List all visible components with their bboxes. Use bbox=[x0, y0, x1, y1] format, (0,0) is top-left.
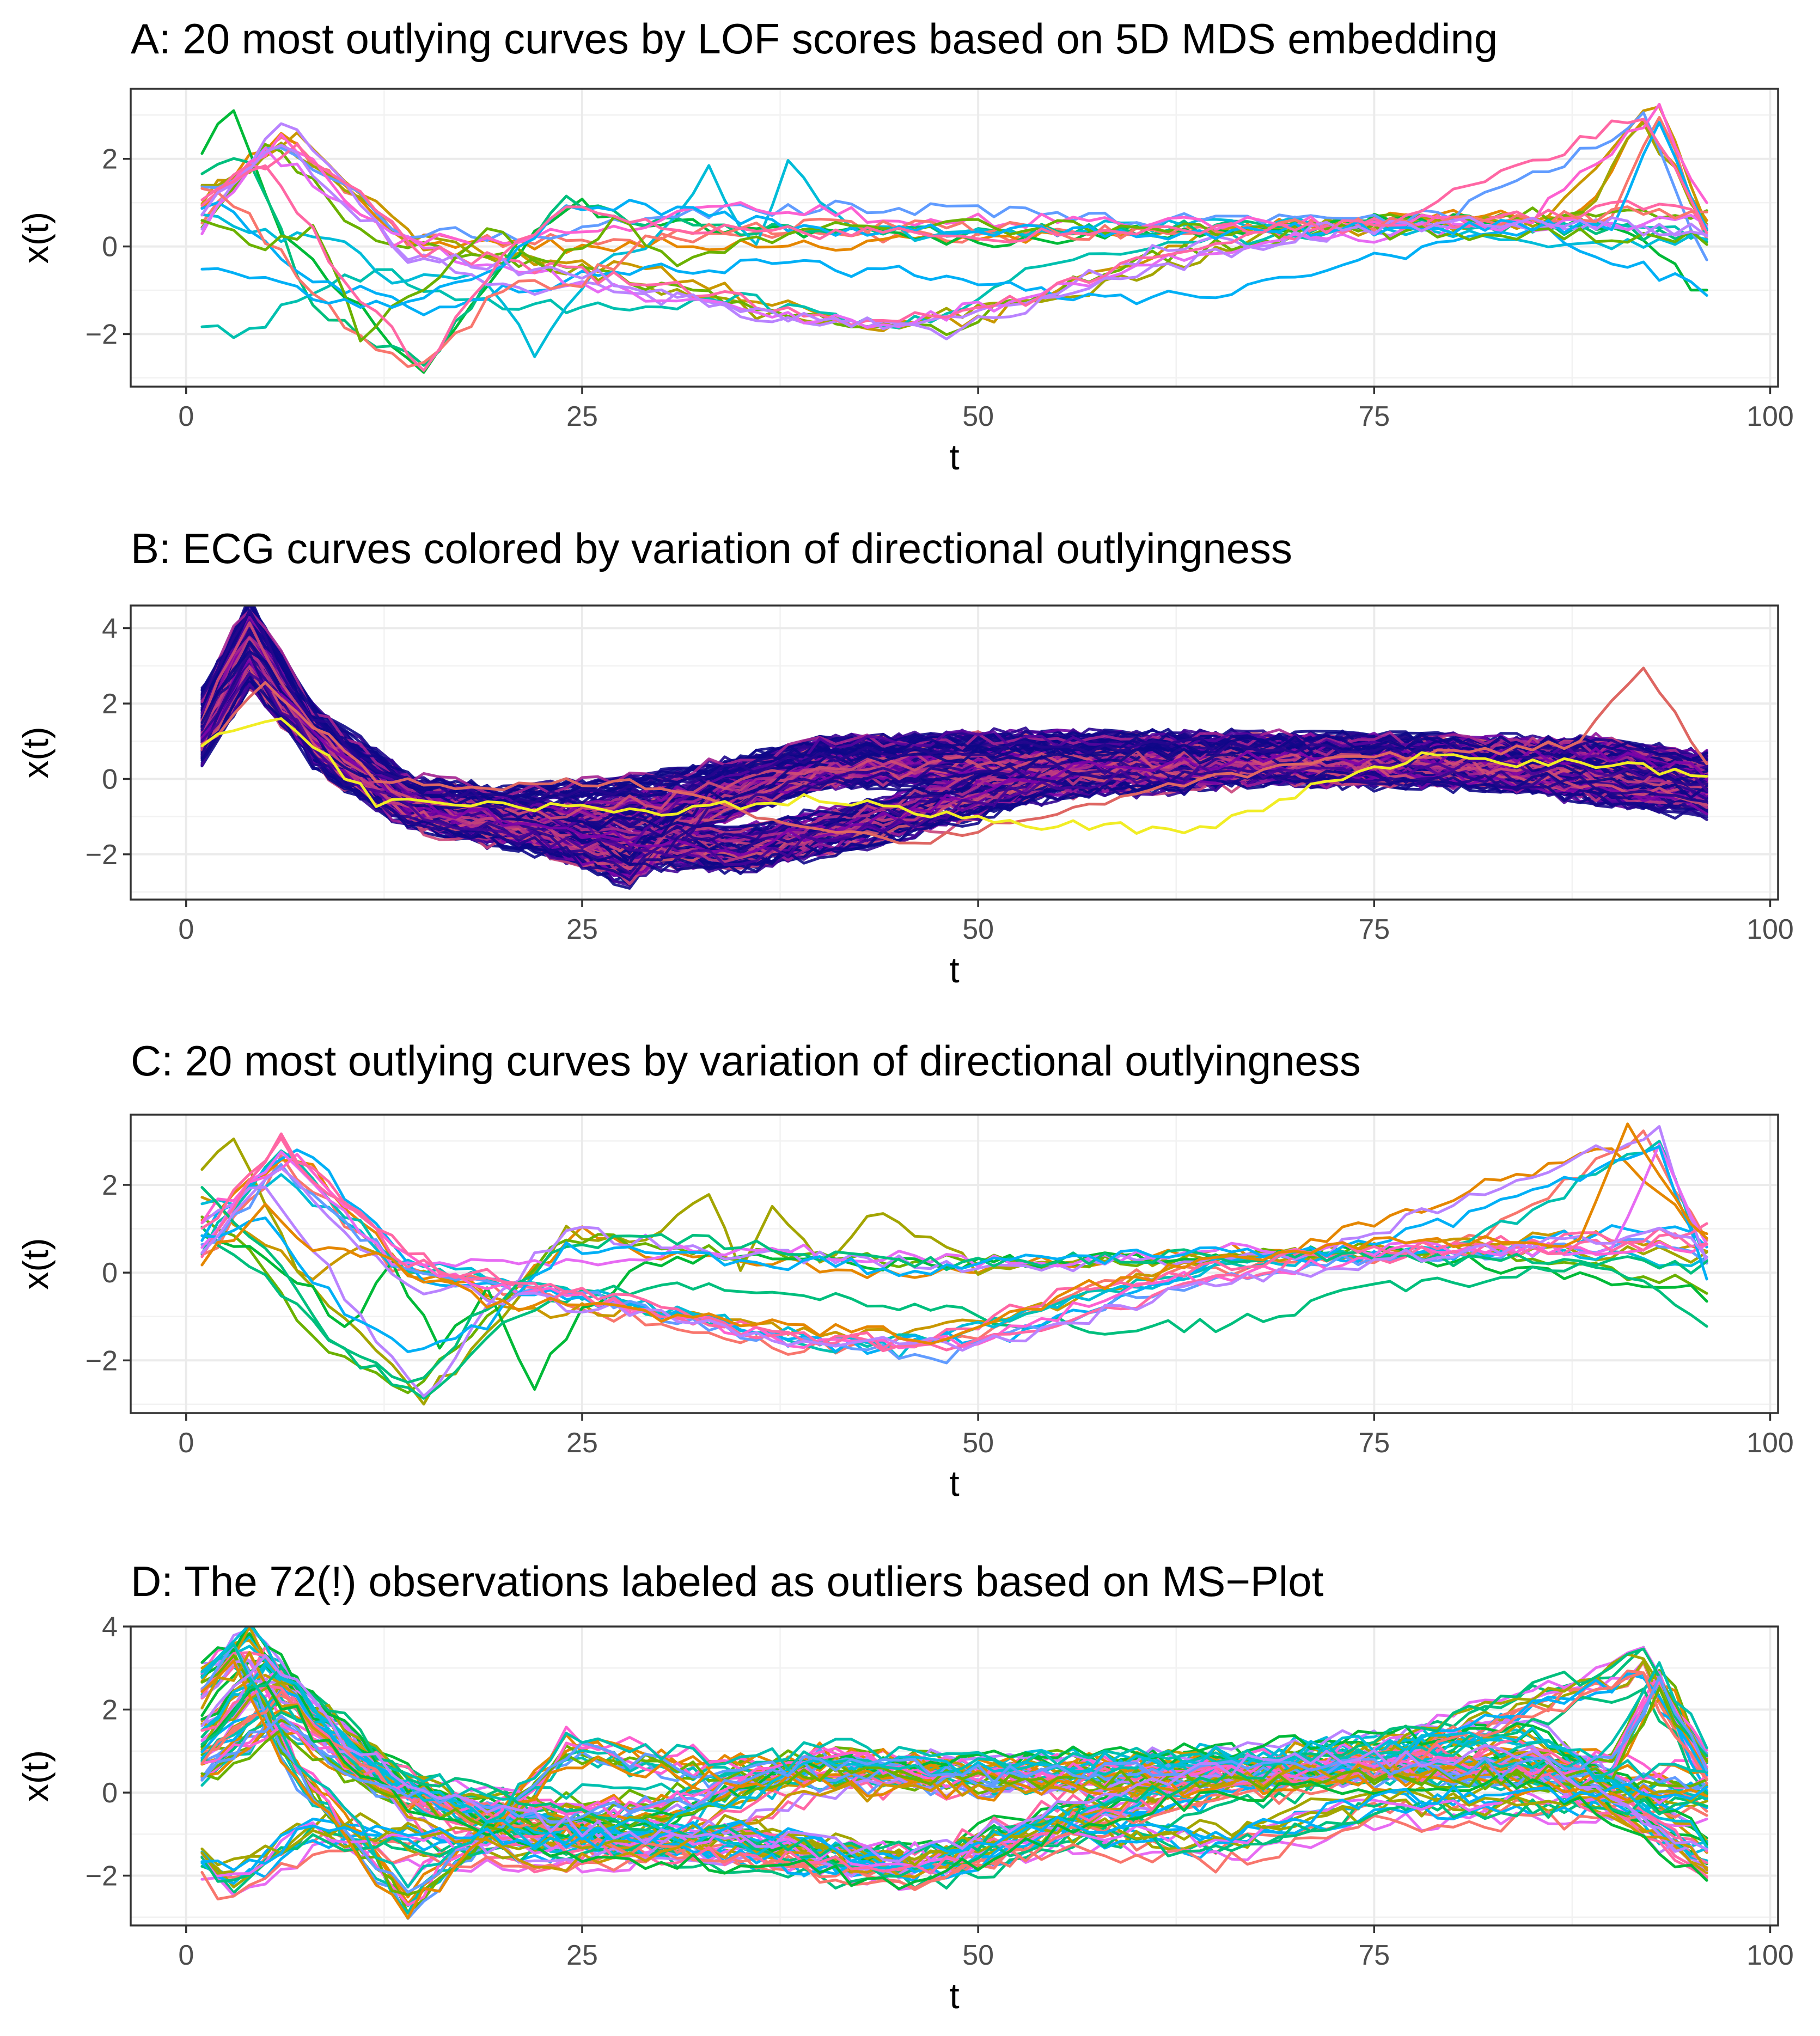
panel-title: C: 20 most outlying curves by variation … bbox=[131, 1037, 1361, 1085]
outlier-curve bbox=[200, 159, 1708, 358]
panel-d: D: The 72(!) observations labeled as out… bbox=[15, 1557, 1794, 2016]
y-tick-label: 2 bbox=[102, 1695, 118, 1726]
x-tick-label: 0 bbox=[178, 1940, 194, 1971]
x-tick-label: 100 bbox=[1746, 1940, 1794, 1971]
y-axis-label: x(t) bbox=[15, 1750, 56, 1802]
outlier-curve bbox=[200, 1166, 1708, 1352]
x-axis-label: t bbox=[949, 1976, 959, 2016]
x-tick-label: 75 bbox=[1358, 914, 1390, 945]
y-tick-label: 0 bbox=[102, 1257, 118, 1289]
y-tick-label: 0 bbox=[102, 763, 118, 795]
ecg-curve bbox=[200, 650, 1708, 831]
outlier-curve bbox=[200, 1783, 1708, 1872]
x-tick-label: 25 bbox=[566, 401, 598, 432]
panel-border bbox=[130, 88, 1779, 388]
ecg-curve bbox=[200, 609, 1708, 799]
outlier-curve bbox=[200, 201, 1708, 316]
ecg-curve bbox=[200, 610, 1708, 810]
ecg-curve bbox=[200, 652, 1708, 882]
y-tick-label: 2 bbox=[102, 688, 118, 720]
panel-border bbox=[130, 1114, 1779, 1414]
x-tick-label: 50 bbox=[962, 401, 994, 432]
outlier-curve bbox=[200, 1661, 1708, 1801]
outlier-curve bbox=[200, 1145, 1708, 1353]
outlier-curve bbox=[200, 1643, 1708, 1894]
y-axis-label: x(t) bbox=[15, 726, 56, 778]
panel-b: B: ECG curves colored by variation of di… bbox=[15, 524, 1794, 990]
x-tick-label: 100 bbox=[1746, 914, 1794, 945]
outlier-curve bbox=[200, 1225, 1708, 1400]
x-tick-label: 75 bbox=[1358, 401, 1390, 432]
y-tick-label: 4 bbox=[102, 613, 118, 645]
y-tick-label: 2 bbox=[102, 1170, 118, 1201]
panel-border bbox=[130, 604, 1779, 901]
curves bbox=[200, 102, 1708, 374]
x-tick-label: 0 bbox=[178, 401, 194, 432]
y-tick-label: −2 bbox=[85, 839, 118, 871]
outlier-curve bbox=[200, 215, 1708, 343]
outlier-curve bbox=[200, 1147, 1708, 1302]
x-axis-label: t bbox=[949, 1463, 959, 1503]
curves bbox=[200, 606, 1708, 890]
panel-a: A: 20 most outlying curves by LOF scores… bbox=[15, 15, 1794, 477]
outlier-curve bbox=[200, 144, 1708, 341]
outlier-curve bbox=[200, 1136, 1708, 1350]
x-tick-label: 50 bbox=[962, 1427, 994, 1459]
ecg-curve-highlight bbox=[200, 667, 1708, 845]
outlier-curve bbox=[200, 187, 1708, 368]
ecg-curve-highlight bbox=[200, 717, 1708, 835]
outlier-curve bbox=[200, 118, 1708, 372]
plot-area bbox=[131, 89, 1778, 387]
y-tick-label: 4 bbox=[102, 1611, 118, 1643]
x-axis-label: t bbox=[949, 950, 959, 990]
outlier-curve bbox=[200, 1642, 1708, 1888]
x-tick-label: 0 bbox=[178, 1427, 194, 1459]
x-tick-label: 50 bbox=[962, 1940, 994, 1971]
x-tick-label: 75 bbox=[1358, 1427, 1390, 1459]
y-tick-label: −2 bbox=[85, 1861, 118, 1892]
y-tick-label: 0 bbox=[102, 1777, 118, 1809]
y-axis-label: x(t) bbox=[15, 1238, 56, 1289]
outlier-curve bbox=[200, 1684, 1708, 1879]
x-tick-label: 25 bbox=[566, 1427, 598, 1459]
x-tick-label: 25 bbox=[566, 914, 598, 945]
y-tick-label: −2 bbox=[85, 319, 118, 350]
x-tick-label: 75 bbox=[1358, 1940, 1390, 1971]
panels: A: 20 most outlying curves by LOF scores… bbox=[15, 15, 1794, 2016]
y-tick-label: 2 bbox=[102, 144, 118, 175]
outlier-curve bbox=[200, 1627, 1708, 1850]
x-tick-label: 100 bbox=[1746, 1427, 1794, 1459]
x-tick-label: 25 bbox=[566, 1940, 598, 1971]
y-tick-label: 0 bbox=[102, 231, 118, 263]
ecg-curve bbox=[200, 640, 1708, 865]
x-tick-label: 100 bbox=[1746, 401, 1794, 432]
panel-title: D: The 72(!) observations labeled as out… bbox=[131, 1557, 1324, 1605]
x-tick-label: 0 bbox=[178, 914, 194, 945]
panel-title: B: ECG curves colored by variation of di… bbox=[131, 524, 1292, 572]
x-axis-label: t bbox=[949, 437, 959, 477]
ecg-curve bbox=[200, 672, 1708, 866]
curves bbox=[200, 1122, 1708, 1406]
panel-c: C: 20 most outlying curves by variation … bbox=[15, 1037, 1794, 1503]
curves bbox=[200, 1627, 1708, 1920]
y-axis-label: x(t) bbox=[15, 212, 56, 264]
outlier-curve bbox=[200, 121, 1708, 309]
panel-title: A: 20 most outlying curves by LOF scores… bbox=[131, 15, 1498, 63]
panel-border bbox=[130, 1625, 1779, 1927]
x-tick-label: 50 bbox=[962, 914, 994, 945]
outlier-curve bbox=[200, 1654, 1708, 1863]
outlier-curve bbox=[200, 1122, 1708, 1345]
y-tick-label: −2 bbox=[85, 1345, 118, 1377]
